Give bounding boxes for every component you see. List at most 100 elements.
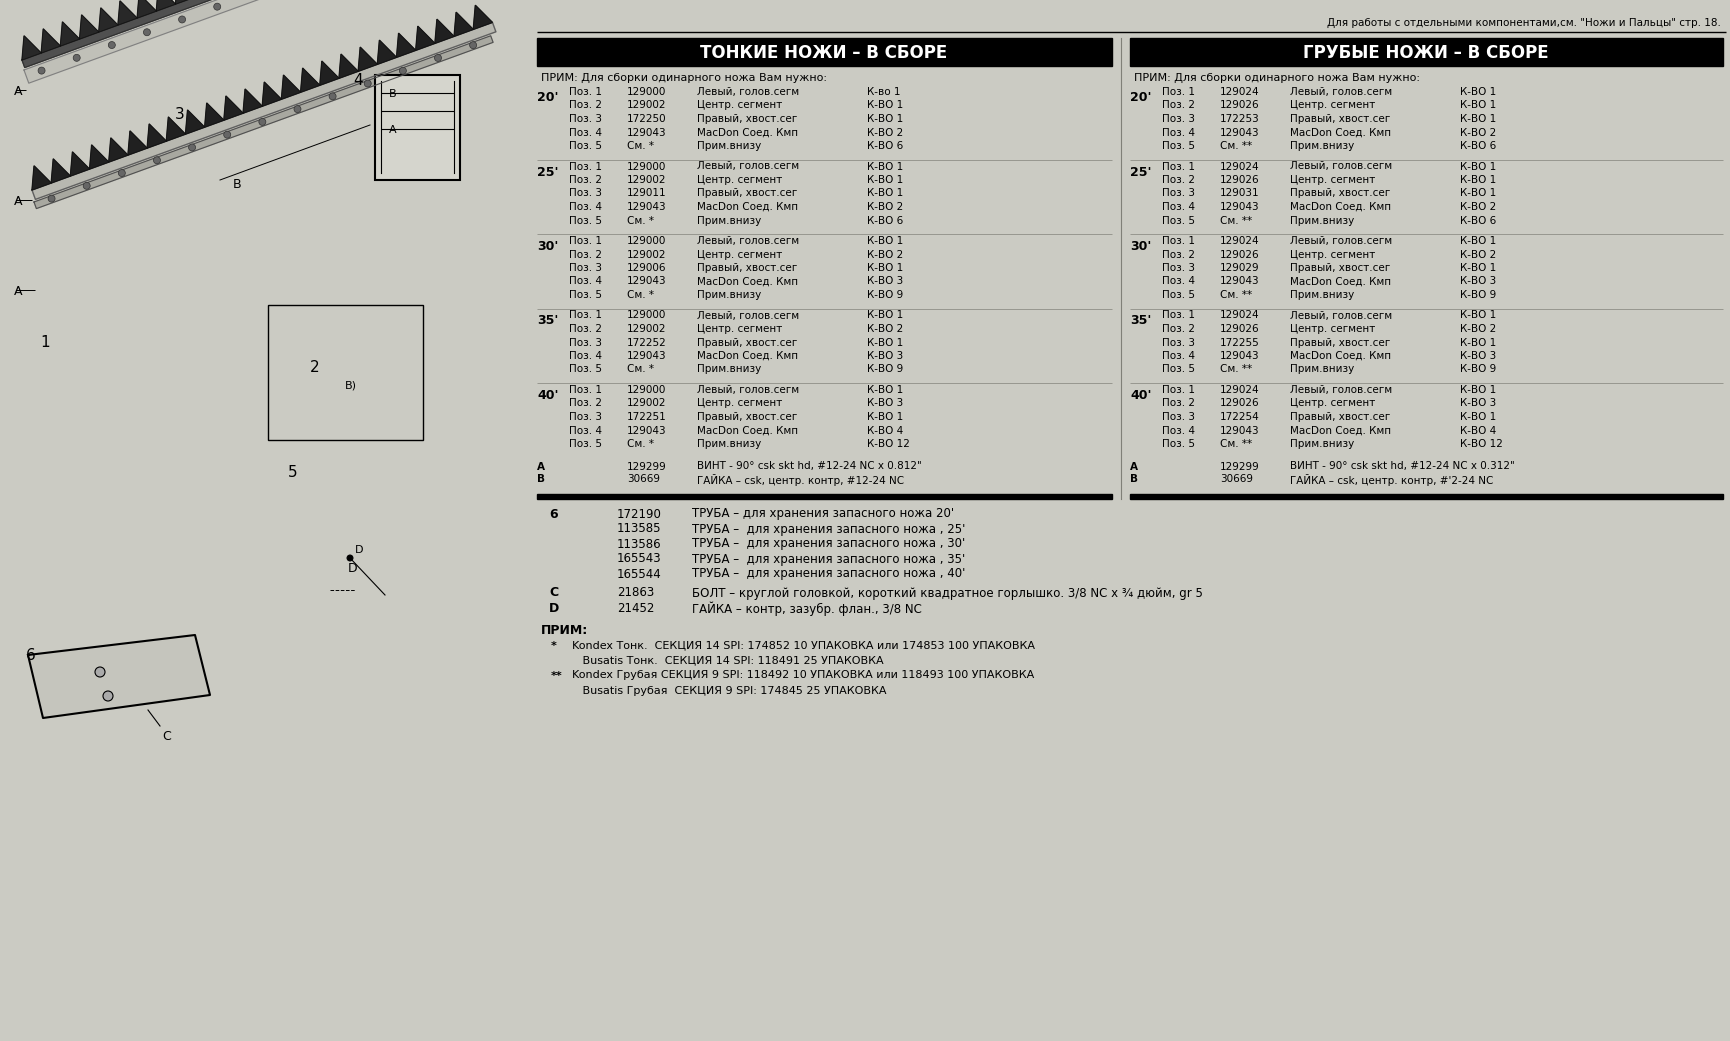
Text: 21452: 21452: [616, 602, 654, 614]
Text: К-ВО 1: К-ВО 1: [1458, 101, 1495, 110]
Text: Поз. 5: Поз. 5: [569, 141, 602, 151]
Text: К-ВО 1: К-ВО 1: [867, 310, 903, 321]
Text: 25': 25': [1130, 166, 1150, 178]
Text: 129043: 129043: [1220, 277, 1259, 286]
Text: К-ВО 1: К-ВО 1: [1458, 337, 1495, 348]
Text: К-ВО 9: К-ВО 9: [1458, 364, 1495, 375]
Polygon shape: [42, 29, 61, 53]
Text: 129024: 129024: [1220, 236, 1259, 246]
Text: MacDon Соед. Кмп: MacDon Соед. Кмп: [1289, 351, 1391, 361]
Text: К-ВО 2: К-ВО 2: [1458, 250, 1495, 259]
Polygon shape: [223, 96, 242, 120]
Circle shape: [144, 29, 151, 35]
Text: Центр. сегмент: Центр. сегмент: [1289, 101, 1374, 110]
Text: 172254: 172254: [1220, 412, 1259, 422]
Text: Поз. 1: Поз. 1: [569, 310, 602, 321]
Text: См. **: См. **: [1220, 141, 1251, 151]
Polygon shape: [147, 124, 166, 148]
Circle shape: [109, 42, 116, 49]
Text: 129024: 129024: [1220, 161, 1259, 172]
Text: ТРУБА –  для хранения запасного ножа , 40': ТРУБА – для хранения запасного ножа , 40…: [692, 567, 965, 581]
Text: 129002: 129002: [626, 250, 666, 259]
Bar: [1130, 493, 1721, 499]
Polygon shape: [31, 166, 52, 191]
Text: Правый, хвост.сег: Правый, хвост.сег: [697, 412, 798, 422]
Text: Поз. 5: Поз. 5: [569, 364, 602, 375]
Polygon shape: [166, 117, 185, 142]
Text: 5: 5: [287, 465, 298, 480]
Polygon shape: [118, 1, 137, 25]
Polygon shape: [396, 33, 415, 57]
Text: К-ВО 1: К-ВО 1: [1458, 236, 1495, 246]
Text: B: B: [536, 475, 545, 484]
Polygon shape: [61, 22, 80, 46]
Text: Поз. 3: Поз. 3: [1161, 412, 1194, 422]
Text: 129002: 129002: [626, 324, 666, 334]
Text: К-ВО 9: К-ВО 9: [867, 290, 903, 300]
Text: Поз. 2: Поз. 2: [1161, 175, 1194, 185]
Text: Поз. 4: Поз. 4: [569, 426, 602, 435]
Polygon shape: [242, 90, 261, 113]
Text: 129043: 129043: [1220, 426, 1259, 435]
Polygon shape: [339, 54, 358, 78]
Text: ТРУБА – для хранения запасного ножа 20': ТРУБА – для хранения запасного ножа 20': [692, 508, 953, 520]
Text: 129043: 129043: [626, 426, 666, 435]
Text: Левый, голов.сегм: Левый, голов.сегм: [697, 385, 799, 395]
Circle shape: [48, 195, 55, 202]
Text: Правый, хвост.сег: Правый, хвост.сег: [1289, 188, 1389, 199]
Text: 129002: 129002: [626, 175, 666, 185]
Circle shape: [73, 54, 80, 61]
Circle shape: [346, 555, 353, 561]
Text: Поз. 1: Поз. 1: [569, 161, 602, 172]
Text: 30669: 30669: [626, 475, 659, 484]
Text: Поз. 2: Поз. 2: [1161, 399, 1194, 408]
Text: К-ВО 2: К-ВО 2: [867, 202, 903, 212]
Text: MacDon Соед. Кмп: MacDon Соед. Кмп: [697, 127, 798, 137]
Text: Поз. 3: Поз. 3: [1161, 115, 1194, 124]
Text: A: A: [14, 85, 22, 98]
Text: 129002: 129002: [626, 399, 666, 408]
Text: 129043: 129043: [626, 351, 666, 361]
Text: 30': 30': [536, 240, 559, 253]
Text: К-ВО 4: К-ВО 4: [867, 426, 903, 435]
Polygon shape: [35, 35, 493, 208]
Text: 172252: 172252: [626, 337, 666, 348]
Text: См. *: См. *: [626, 364, 654, 375]
Polygon shape: [22, 0, 484, 68]
Text: 30': 30': [1130, 240, 1150, 253]
Text: Левый, голов.сегм: Левый, голов.сегм: [1289, 385, 1391, 395]
Text: Поз. 5: Поз. 5: [1161, 364, 1194, 375]
Circle shape: [223, 131, 230, 138]
Text: 129000: 129000: [626, 236, 666, 246]
Polygon shape: [261, 82, 282, 106]
Text: Поз. 3: Поз. 3: [569, 412, 602, 422]
Circle shape: [400, 68, 407, 74]
Text: 129026: 129026: [1220, 399, 1259, 408]
Text: 129026: 129026: [1220, 175, 1259, 185]
Text: К-ВО 2: К-ВО 2: [1458, 127, 1495, 137]
Circle shape: [213, 3, 221, 10]
Text: Поз. 4: Поз. 4: [569, 202, 602, 212]
Polygon shape: [156, 0, 175, 11]
Text: Поз. 1: Поз. 1: [569, 236, 602, 246]
Text: B: B: [1130, 475, 1137, 484]
Text: 129029: 129029: [1220, 263, 1259, 273]
Text: См. **: См. **: [1220, 215, 1251, 226]
Text: К-ВО 1: К-ВО 1: [867, 385, 903, 395]
Text: К-ВО 1: К-ВО 1: [1458, 412, 1495, 422]
Text: 20': 20': [1130, 91, 1150, 104]
Text: Поз. 2: Поз. 2: [569, 399, 602, 408]
Text: A: A: [1130, 461, 1137, 472]
Text: 129026: 129026: [1220, 324, 1259, 334]
Text: Левый, голов.сегм: Левый, голов.сегм: [1289, 310, 1391, 321]
Text: БОЛТ – круглой головкой, короткий квадратное горлышко. 3/8 NC x ¾ дюйм, gr 5: БОЛТ – круглой головкой, короткий квадра…: [692, 586, 1202, 600]
Circle shape: [83, 182, 90, 189]
Text: См. **: См. **: [1220, 364, 1251, 375]
Text: *: *: [550, 640, 557, 651]
Text: Поз. 4: Поз. 4: [1161, 426, 1194, 435]
Text: К-ВО 3: К-ВО 3: [1458, 399, 1495, 408]
Text: См. *: См. *: [626, 290, 654, 300]
Text: Прим.внизу: Прим.внизу: [1289, 290, 1353, 300]
Text: A: A: [14, 285, 22, 298]
Text: Левый, голов.сегм: Левый, голов.сегм: [1289, 87, 1391, 97]
